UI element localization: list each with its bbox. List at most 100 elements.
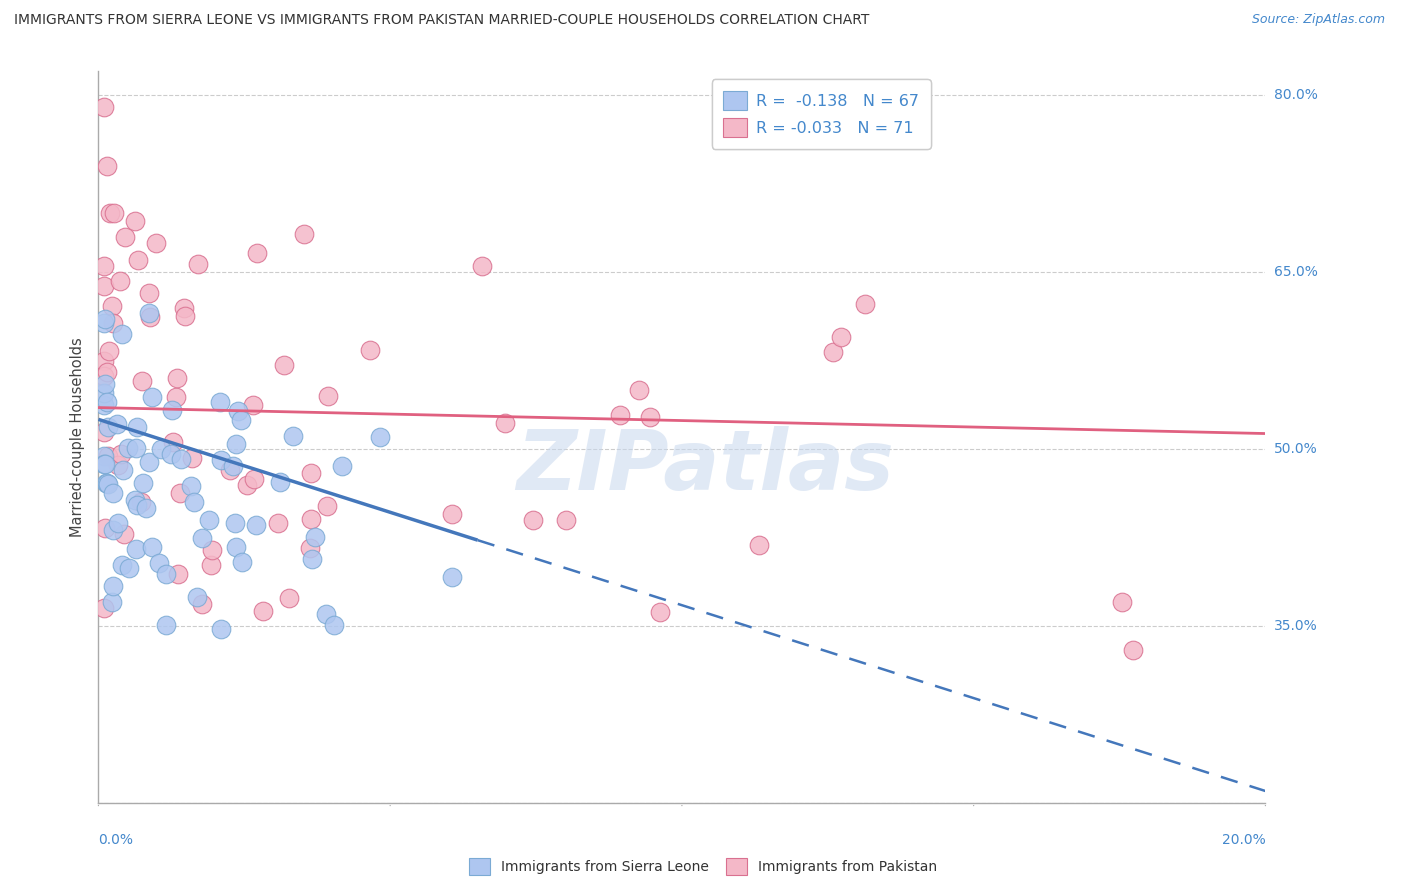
Point [155,567,177,582]
Point [292,227,315,242]
Point [209,453,232,467]
Point [169,452,191,467]
Point [555,513,578,527]
Point [111,326,134,341]
Text: IMMIGRANTS FROM SIERRA LEONE VS IMMIGRANTS FROM PAKISTAN MARRIED-COUPLE HOUSEHOL: IMMIGRANTS FROM SIERRA LEONE VS IMMIGRAN… [14,13,869,28]
Point [93,279,115,293]
Point [236,478,259,492]
Point [823,344,845,359]
Point [830,330,852,344]
Point [180,479,202,493]
Point [441,570,464,584]
Point [110,447,132,461]
Point [101,299,124,313]
Point [93,449,115,463]
Point [96,395,118,409]
Point [224,516,246,531]
Point [191,597,214,611]
Point [139,310,162,324]
Point [103,486,125,500]
Point [94,476,117,491]
Point [191,532,214,546]
Point [198,513,221,527]
Text: 50.0%: 50.0% [1274,442,1317,456]
Point [93,386,115,401]
Point [138,305,160,319]
Point [316,389,339,403]
Point [93,368,115,383]
Point [97,449,120,463]
Point [93,100,115,114]
Point [187,257,209,271]
Point [183,495,205,509]
Point [93,259,115,273]
Point [200,558,222,573]
Point [93,457,115,471]
Text: 80.0%: 80.0% [1274,88,1317,102]
Point [114,229,136,244]
Point [638,409,661,424]
Point [138,455,160,469]
Point [471,259,494,273]
Point [112,527,135,541]
Point [125,541,148,556]
Point [103,206,125,220]
Text: 35.0%: 35.0% [1274,619,1317,632]
Point [186,591,208,605]
Point [180,451,202,466]
Point [748,538,770,552]
Point [112,463,135,477]
Point [98,206,121,220]
Point [101,579,124,593]
Point [124,214,146,228]
Point [107,458,129,472]
Point [174,309,197,323]
Point [173,301,195,315]
Point [141,390,163,404]
Point [1121,643,1143,657]
Text: 65.0%: 65.0% [1274,265,1317,279]
Point [96,476,118,491]
Point [242,472,264,486]
Point [853,297,876,311]
Point [277,591,299,605]
Point [648,605,671,619]
Point [155,617,177,632]
Point [124,492,146,507]
Point [94,521,117,535]
Point [245,518,267,533]
Point [108,274,131,288]
Point [222,458,245,473]
Point [103,523,125,537]
Point [125,419,148,434]
Point [93,398,115,412]
Point [299,466,322,480]
Point [127,253,149,268]
Point [160,403,183,417]
Point [330,459,353,474]
Point [93,425,115,439]
Point [166,371,188,385]
Point [267,516,290,530]
Point [97,420,120,434]
Point [110,558,132,572]
Text: 20.0%: 20.0% [1222,833,1265,847]
Point [370,430,392,444]
Point [1111,594,1133,608]
Point [231,555,253,569]
Point [125,441,148,455]
Point [96,476,118,491]
Point [150,442,173,456]
Legend: R =  -0.138   N = 67, R = -0.033   N = 71: R = -0.138 N = 67, R = -0.033 N = 71 [711,79,931,149]
Point [299,541,322,556]
Point [315,607,337,622]
Point [299,512,322,526]
Point [209,622,232,636]
Point [201,543,224,558]
Point [94,311,117,326]
Point [132,475,155,490]
Point [148,556,170,570]
Y-axis label: Married-couple Households: Married-couple Households [69,337,84,537]
Point [273,358,295,372]
Point [246,246,269,260]
